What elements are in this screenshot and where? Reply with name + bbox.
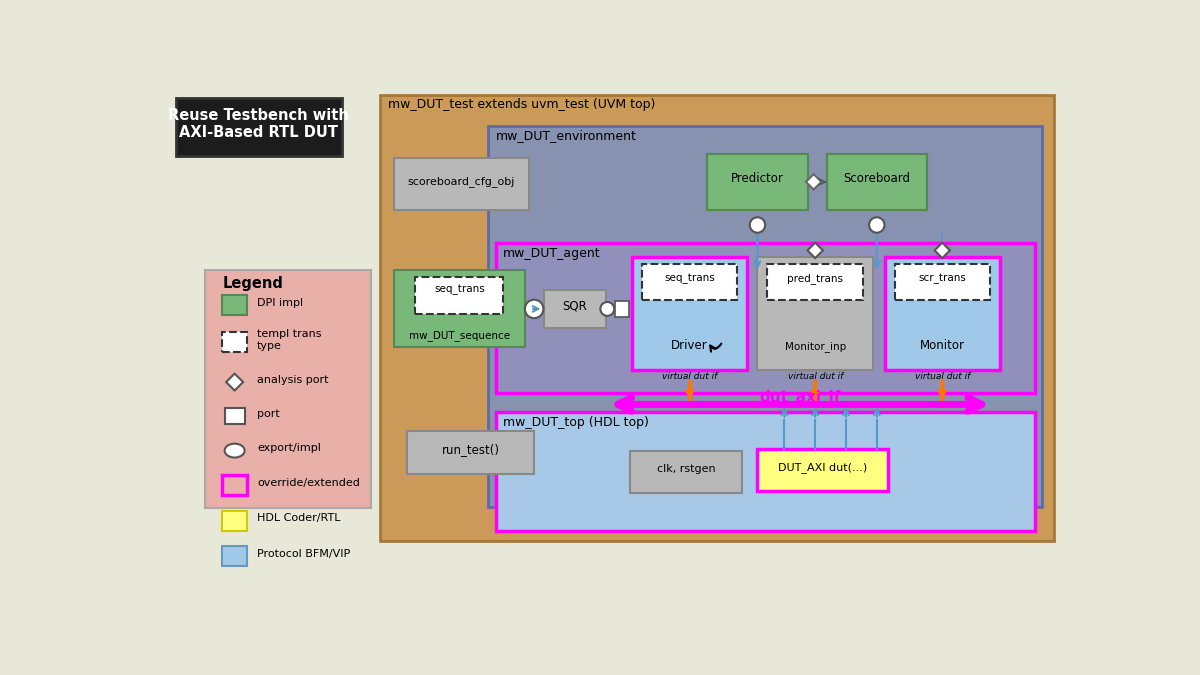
Text: Protocol BFM/VIP: Protocol BFM/VIP [257,549,350,559]
Bar [708,154,808,210]
Text: SQR: SQR [563,299,587,313]
Bar [616,301,629,317]
Bar [884,256,1000,370]
Circle shape [869,217,884,233]
Bar [768,264,863,300]
Bar [757,256,872,370]
Text: Predictor: Predictor [731,172,784,186]
Text: export/impl: export/impl [257,443,320,454]
Bar [642,264,738,300]
Bar [222,332,247,352]
Bar [222,295,247,315]
Polygon shape [935,243,950,258]
Bar [827,154,926,210]
Text: Scoreboard: Scoreboard [844,172,911,186]
Text: dut_axi_if: dut_axi_if [760,390,840,406]
Bar [205,269,371,508]
Bar [415,277,503,315]
Bar [630,451,742,493]
Bar [222,511,247,531]
Polygon shape [808,243,823,258]
Text: templ trans
type: templ trans type [257,329,322,350]
Text: override/extended: override/extended [257,478,360,488]
Polygon shape [226,373,244,391]
Bar [407,431,534,474]
Text: analysis port: analysis port [257,375,329,385]
Bar [176,98,342,156]
Text: virtual dut if: virtual dut if [787,372,842,381]
Bar [224,408,245,424]
Text: seq_trans: seq_trans [434,284,485,295]
Bar [757,449,888,491]
Text: virtual dut if: virtual dut if [914,372,970,381]
Polygon shape [806,174,821,190]
Text: port: port [257,410,280,419]
Bar [222,475,247,495]
Bar [496,412,1034,531]
Text: Monitor_inp: Monitor_inp [785,341,846,352]
Bar [394,269,524,347]
Text: pred_trans: pred_trans [787,273,844,284]
Text: clk, rstgen: clk, rstgen [656,464,715,474]
Text: scoreboard_cfg_obj: scoreboard_cfg_obj [407,176,515,186]
Text: Legend: Legend [222,276,283,291]
Text: Reuse Testbench with
AXI-Based RTL DUT: Reuse Testbench with AXI-Based RTL DUT [168,108,349,140]
Bar [380,95,1054,541]
Circle shape [524,300,544,318]
Text: Monitor: Monitor [919,339,965,352]
Text: mw_DUT_agent: mw_DUT_agent [503,246,601,260]
Bar [544,290,606,328]
Text: HDL Coder/RTL: HDL Coder/RTL [257,514,341,523]
Text: seq_trans: seq_trans [665,273,715,284]
Bar [496,243,1034,393]
Text: mw_DUT_sequence: mw_DUT_sequence [409,330,510,342]
Text: DPI impl: DPI impl [257,298,304,308]
Text: mw_DUT_test extends uvm_test (UVM top): mw_DUT_test extends uvm_test (UVM top) [388,98,655,111]
Text: mw_DUT_environment: mw_DUT_environment [496,129,636,142]
Text: Driver: Driver [671,339,708,352]
Text: virtual dut if: virtual dut if [662,372,718,381]
Bar [632,256,748,370]
Circle shape [600,302,614,316]
Text: run_test(): run_test() [442,443,500,456]
Bar [222,546,247,566]
Text: mw_DUT_top (HDL top): mw_DUT_top (HDL top) [503,416,649,429]
Circle shape [750,217,766,233]
Bar [488,126,1043,507]
Text: DUT_AXI dut(...): DUT_AXI dut(...) [779,462,868,473]
Ellipse shape [224,443,245,458]
Bar [894,264,990,300]
Text: scr_trans: scr_trans [918,273,966,284]
Bar [394,158,529,211]
